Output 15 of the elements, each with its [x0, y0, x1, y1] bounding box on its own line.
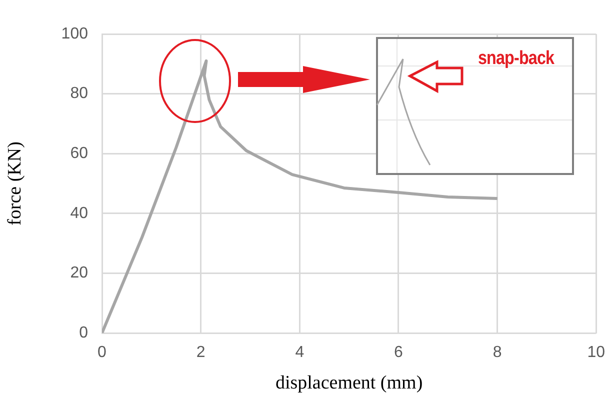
- x-tick-label: 6: [394, 344, 404, 362]
- x-tick-label: 8: [492, 344, 502, 362]
- y-tick-label: 20: [70, 264, 88, 282]
- x-axis-title: displacement (mm): [275, 372, 423, 394]
- y-tick-label: 0: [79, 324, 88, 342]
- annotation: snap-back: [478, 48, 554, 70]
- x-tick-label: 2: [196, 344, 206, 362]
- x-tick-label: 10: [587, 344, 606, 362]
- y-axis-title: force (KN): [4, 142, 26, 226]
- y-tick-label: 100: [61, 25, 88, 42]
- y-tick-label: 60: [70, 145, 88, 162]
- x-tick-label: 4: [295, 344, 304, 362]
- y-tick-label: 40: [70, 204, 88, 222]
- x-tick-label: 0: [98, 344, 107, 362]
- y-tick-label: 80: [70, 85, 88, 102]
